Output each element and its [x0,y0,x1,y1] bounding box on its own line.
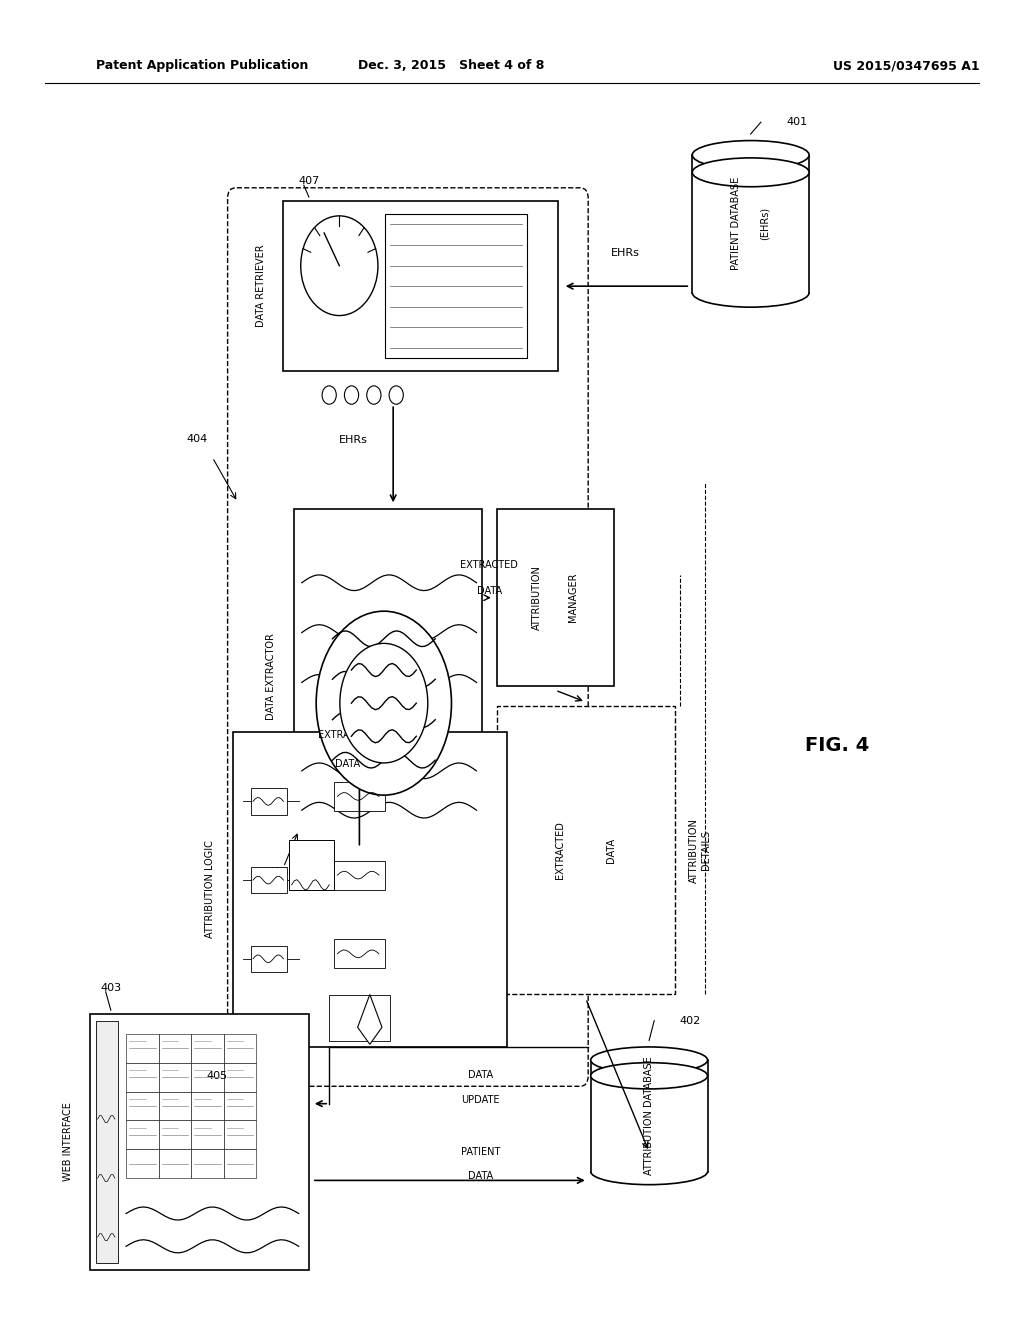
Bar [159,1150,191,1179]
Ellipse shape [340,643,428,763]
Bar [191,1092,223,1121]
Bar [223,1092,256,1121]
Text: 403: 403 [100,983,122,993]
Bar [159,1034,191,1063]
Text: DATA: DATA [335,759,359,770]
Bar [126,1034,159,1063]
Text: FIG. 4: FIG. 4 [805,735,869,755]
Bar [126,1092,159,1121]
Bar [289,840,334,890]
Bar [159,1121,191,1150]
Bar [159,1092,191,1121]
Text: DATA: DATA [606,838,616,863]
Text: ATTRIBUTION
DETAILS: ATTRIBUTION DETAILS [689,818,711,883]
Ellipse shape [591,1063,708,1089]
Circle shape [344,385,358,404]
Bar [95,1020,118,1263]
Text: EHRs: EHRs [610,248,639,259]
Text: WEB INTERFACE: WEB INTERFACE [63,1102,73,1181]
Bar [284,201,558,371]
Circle shape [389,385,403,404]
Bar [334,940,385,969]
Bar [90,1014,309,1270]
Bar [223,1150,256,1179]
Text: US 2015/0347695 A1: US 2015/0347695 A1 [833,59,979,73]
Bar [223,1034,256,1063]
Bar [159,1063,191,1092]
Bar [334,781,385,810]
Bar [334,861,385,890]
Text: EXTRACTED: EXTRACTED [318,730,376,741]
Ellipse shape [316,611,452,795]
Ellipse shape [692,141,809,169]
Text: 404: 404 [186,434,207,445]
Circle shape [301,216,378,315]
Text: EHRs: EHRs [339,436,368,445]
Bar [126,1150,159,1179]
Text: Dec. 3, 2015   Sheet 4 of 8: Dec. 3, 2015 Sheet 4 of 8 [357,59,544,73]
Text: EXTRACTED: EXTRACTED [460,560,518,570]
Polygon shape [357,994,382,1044]
Text: DATA: DATA [468,1069,493,1080]
Text: Patent Application Publication: Patent Application Publication [95,59,308,73]
Text: (EHRs): (EHRs) [760,207,770,240]
Bar [191,1150,223,1179]
Bar [191,1121,223,1150]
Text: DATA RETRIEVER: DATA RETRIEVER [256,246,266,327]
Circle shape [367,385,381,404]
Bar [497,510,613,686]
Bar [232,733,507,1047]
Bar [191,1034,223,1063]
Ellipse shape [591,1047,708,1073]
Text: PATIENT DATABASE: PATIENT DATABASE [731,177,741,271]
Text: UPDATE: UPDATE [461,1094,500,1105]
Text: DATA: DATA [468,1171,493,1181]
Text: 405: 405 [207,1071,227,1081]
Bar [223,1063,256,1092]
Bar [251,867,287,894]
Text: DATA EXTRACTOR: DATA EXTRACTOR [266,634,276,719]
Text: 407: 407 [299,177,319,186]
Bar [329,995,390,1040]
Text: MANAGER: MANAGER [568,573,579,623]
Bar [385,214,527,358]
Bar [126,1063,159,1092]
Bar [294,510,481,843]
Circle shape [323,385,336,404]
Text: DATA: DATA [476,586,502,597]
Bar [251,788,287,814]
Text: 406: 406 [267,867,289,878]
Ellipse shape [692,158,809,186]
Text: 401: 401 [786,117,807,127]
Bar [497,706,675,994]
Text: PATIENT: PATIENT [461,1147,500,1156]
Text: ATTRIBUTION: ATTRIBUTION [531,565,542,630]
Text: ATTRIBUTION LOGIC: ATTRIBUTION LOGIC [206,841,215,939]
Bar [126,1121,159,1150]
Text: EXTRACTED: EXTRACTED [555,821,565,879]
Text: ATTRIBUTION DATABASE: ATTRIBUTION DATABASE [644,1056,654,1175]
Bar [251,945,287,972]
Text: 402: 402 [680,1015,700,1026]
Bar [223,1121,256,1150]
Bar [191,1063,223,1092]
